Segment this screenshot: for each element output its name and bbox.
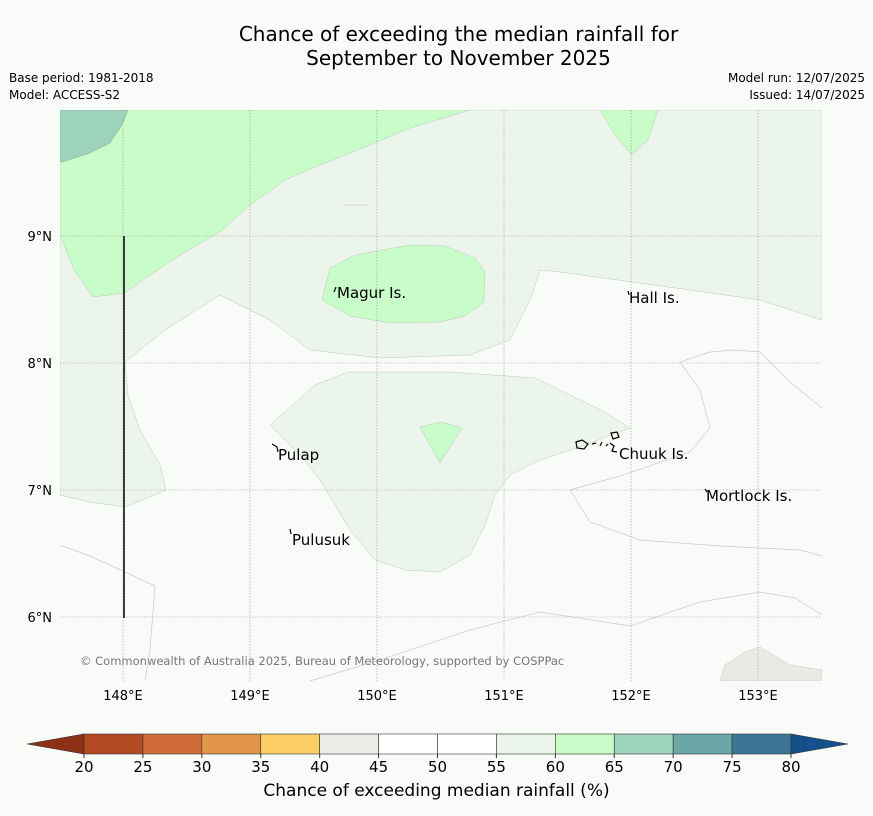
place-label-mortlock: Mortlock Is. [706, 487, 792, 505]
colorbar-tick-label: 60 [546, 758, 565, 776]
chart-title: Chance of exceeding the median rainfall … [0, 22, 873, 70]
colorbar-tick-label: 20 [74, 758, 93, 776]
faint-isolines [60, 204, 822, 681]
colorbar: 20 25 30 35 40 45 50 55 60 65 70 75 80 [26, 733, 849, 776]
colorbar-tick-label: 45 [369, 758, 388, 776]
colorbar-tick-label: 50 [428, 758, 447, 776]
place-label-hall: Hall Is. [629, 289, 680, 307]
model-run: Model run: 12/07/2025 [727, 71, 865, 85]
colorbar-tick-label: 30 [192, 758, 211, 776]
colorbar-segment [496, 733, 556, 755]
issued-date: Issued: 14/07/2025 [749, 88, 865, 102]
lon-label: 148°E [103, 689, 143, 704]
title-line-1: Chance of exceeding the median rainfall … [238, 22, 679, 46]
islands [271, 286, 708, 535]
contour-65-70-northwest [60, 110, 129, 163]
island-pulusuk [289, 528, 292, 535]
colorbar-segment [142, 733, 203, 755]
colorbar-tick-label: 55 [487, 758, 506, 776]
colorbar-segment [319, 733, 379, 755]
island-hall [627, 290, 630, 296]
copyright-notice: © Commonwealth of Australia 2025, Bureau… [80, 654, 564, 668]
island-chuuk [575, 431, 620, 453]
graticule [60, 110, 822, 681]
map-area: Magur Is. Hall Is. Pulap Chuuk Is. Mortl… [60, 110, 822, 681]
colorbar-tick-label: 25 [133, 758, 152, 776]
longitude-labels: 148°E 149°E 150°E 151°E 152°E 153°E [103, 689, 778, 704]
place-label-pulusuk: Pulusuk [292, 531, 350, 549]
colorbar-segment [378, 733, 438, 755]
lon-label: 151°E [484, 689, 524, 704]
colorbar-segment [672, 733, 733, 755]
lon-label: 149°E [230, 689, 270, 704]
lon-label: 152°E [611, 689, 651, 704]
colorbar-segment [731, 733, 792, 755]
lat-label: 7°N [28, 484, 53, 499]
contour-60-65-magur [321, 244, 486, 324]
colorbar-segment [260, 733, 320, 755]
colorbar-tick-label: 35 [251, 758, 270, 776]
island-mortlock [704, 488, 708, 493]
colorbar-tick-label: 70 [664, 758, 683, 776]
lat-label: 9°N [28, 230, 53, 245]
colorbar-segment [613, 733, 674, 755]
latitude-labels: 9°N 8°N 7°N 6°N [28, 230, 53, 626]
lon-label: 150°E [357, 689, 397, 704]
colorbar-title: Chance of exceeding median rainfall (%) [263, 781, 610, 801]
contour-55-60-central [269, 371, 631, 573]
colorbar-tick-label: 75 [723, 758, 742, 776]
lon-label: 153°E [738, 689, 778, 704]
title-line-2: September to November 2025 [306, 46, 611, 70]
meta-left: Base period: 1981-2018 Model: ACCESS-S2 [9, 70, 154, 104]
place-label-chuuk: Chuuk Is. [619, 445, 688, 463]
island-magur [333, 286, 337, 293]
colorbar-segment [437, 733, 497, 755]
colorbar-over-arrow [790, 733, 849, 755]
contour-60-65-central [419, 421, 463, 464]
contour-60-65-northwest [60, 110, 471, 298]
lat-label: 6°N [28, 611, 53, 626]
island-pulap [271, 443, 279, 453]
place-label-pulap: Pulap [278, 446, 319, 464]
meta-right: Model run: 12/07/2025 Issued: 14/07/2025 [728, 70, 865, 104]
colorbar-segment [201, 733, 262, 755]
model-name: Model: ACCESS-S2 [9, 88, 121, 102]
contour-40-45-southeast [719, 646, 822, 681]
lat-label: 8°N [28, 357, 53, 372]
colorbar-tick-label: 40 [310, 758, 329, 776]
colorbar-segment [555, 733, 615, 755]
contour-60-65-north [599, 110, 659, 156]
colorbar-under-arrow [26, 733, 85, 755]
colorbar-tick-label: 80 [781, 758, 800, 776]
colorbar-tick-label: 65 [605, 758, 624, 776]
base-period: Base period: 1981-2018 [9, 71, 154, 85]
place-label-magur: Magur Is. [337, 284, 406, 302]
colorbar-segment [83, 733, 144, 755]
